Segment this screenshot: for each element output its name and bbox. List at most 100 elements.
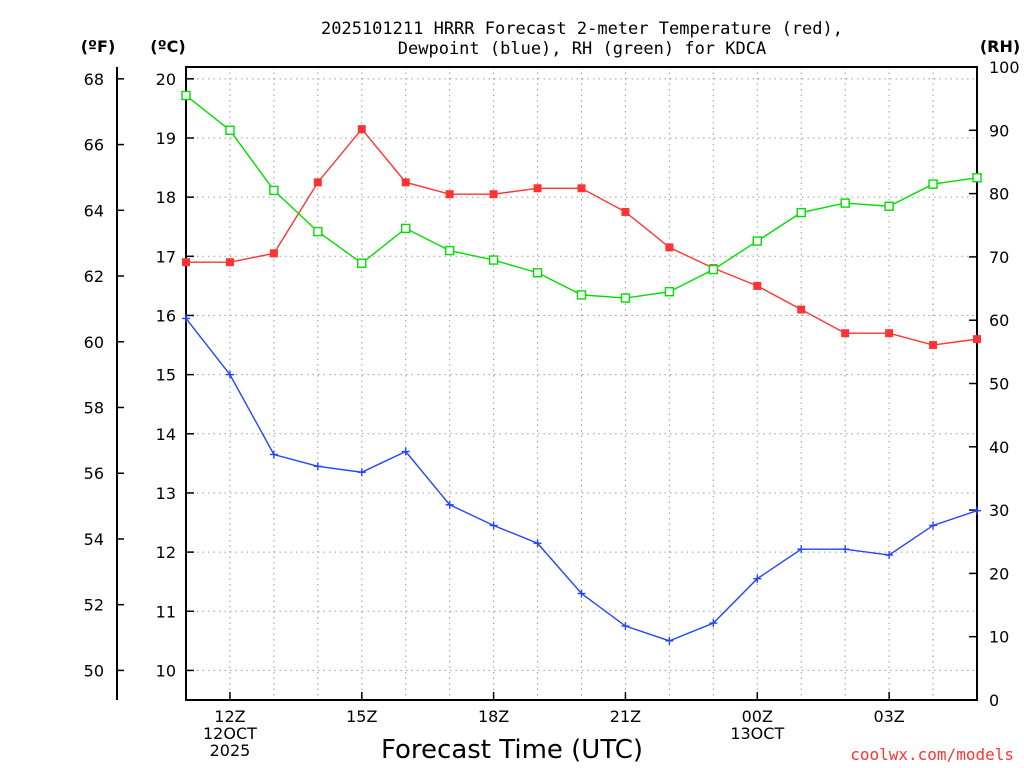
grid-lines xyxy=(186,67,977,700)
chart-title-line1: 2025101211 HRRR Forecast 2-meter Tempera… xyxy=(321,19,843,39)
celsius-tick-label: 19 xyxy=(156,129,176,148)
celsius-tick-label: 15 xyxy=(156,366,176,385)
rh-tick-label: 100 xyxy=(989,58,1020,77)
temperature-point xyxy=(973,335,981,344)
rh-point xyxy=(752,236,762,246)
fahrenheit-tick-label: 62 xyxy=(84,267,104,286)
rh-tick-label: 0 xyxy=(989,691,999,710)
rh-tick-label: 70 xyxy=(989,248,1009,267)
fahrenheit-axis-label: (ºF) xyxy=(81,37,116,56)
x-tick-label: 18Z xyxy=(478,707,509,726)
rh-point xyxy=(708,264,719,275)
dewpoint-point xyxy=(841,545,850,554)
rh-point xyxy=(884,201,894,211)
rh-point xyxy=(796,207,806,218)
rh-point xyxy=(928,179,938,189)
temperature-point xyxy=(841,329,850,338)
temperature-point xyxy=(401,178,410,187)
temperature-point xyxy=(797,305,806,314)
temperature-point xyxy=(577,184,586,193)
rh-tick-label: 90 xyxy=(989,121,1009,140)
rh-point xyxy=(357,258,367,268)
temperature-point xyxy=(313,178,322,187)
temperature-point xyxy=(753,281,762,290)
celsius-tick-label: 12 xyxy=(156,543,176,562)
celsius-tick-label: 10 xyxy=(156,661,176,680)
dewpoint-point xyxy=(577,589,586,598)
temperature-point xyxy=(489,190,498,199)
dewpoint-point xyxy=(973,506,981,515)
rh-point xyxy=(269,185,279,196)
rh-point xyxy=(664,287,675,297)
rh-point xyxy=(401,223,411,234)
dewpoint-point xyxy=(489,521,498,530)
celsius-tick-label: 17 xyxy=(156,247,176,266)
dewpoint-point xyxy=(445,500,454,509)
tick-labels: 50 52 54 56 58 60 62 64 66 68 10 11 12 13 14 15 16 17 18 19… xyxy=(84,58,1020,760)
fahrenheit-tick-label: 52 xyxy=(84,596,104,615)
temperature-point xyxy=(929,341,938,350)
dewpoint-point xyxy=(665,636,674,645)
rh-point xyxy=(840,198,850,208)
fahrenheit-tick-label: 60 xyxy=(84,333,104,352)
temperature-point xyxy=(269,249,278,258)
temperature-point xyxy=(182,258,190,267)
dewpoint-point xyxy=(269,450,278,459)
fahrenheit-tick-label: 56 xyxy=(84,464,104,483)
x-tick-label: 2025 xyxy=(210,741,251,760)
dewpoint-point xyxy=(885,551,894,560)
x-axis-title: Forecast Time (UTC) xyxy=(381,735,643,765)
celsius-tick-label: 18 xyxy=(156,188,176,207)
fahrenheit-tick-label: 54 xyxy=(84,530,104,549)
rh-axis-label: (RH) xyxy=(980,37,1020,56)
dewpoint-point xyxy=(621,622,630,631)
rh-point xyxy=(532,268,543,278)
temperature-point xyxy=(533,184,542,193)
celsius-tick-label: 20 xyxy=(156,70,176,89)
temperature-point xyxy=(445,190,454,199)
celsius-tick-label: 16 xyxy=(156,306,176,325)
x-tick-label: 15Z xyxy=(346,707,377,726)
dewpoint-point xyxy=(797,545,806,554)
x-tick-label: 03Z xyxy=(873,707,904,726)
rh-point xyxy=(181,90,191,101)
dewpoint-point xyxy=(401,447,410,456)
dewpoint-point xyxy=(929,521,938,530)
rh-point xyxy=(620,293,631,303)
axes xyxy=(116,66,978,701)
rh-tick-label: 10 xyxy=(989,628,1009,647)
dewpoint-point xyxy=(753,574,762,583)
temperature-point xyxy=(665,243,674,252)
fahrenheit-tick-label: 66 xyxy=(84,136,104,155)
celsius-tick-label: 11 xyxy=(156,602,176,621)
fahrenheit-tick-label: 58 xyxy=(84,398,104,417)
dewpoint-point xyxy=(709,619,718,628)
x-tick-label: 12OCT xyxy=(203,724,257,743)
celsius-axis-label: (ºC) xyxy=(150,37,185,56)
dewpoint-point xyxy=(357,468,366,477)
rh-point xyxy=(225,125,235,136)
temperature-point xyxy=(621,207,630,216)
rh-tick-label: 80 xyxy=(989,185,1009,204)
temperature-point xyxy=(885,329,894,338)
chart-title-line2: Dewpoint (blue), RH (green) for KDCA xyxy=(398,39,766,59)
fahrenheit-tick-label: 68 xyxy=(84,70,104,89)
rh-tick-label: 20 xyxy=(989,564,1009,583)
x-tick-label: 21Z xyxy=(610,707,641,726)
rh-tick-label: 30 xyxy=(989,501,1009,520)
rh-point xyxy=(313,226,323,237)
dewpoint-point xyxy=(225,370,234,379)
rh-point xyxy=(972,173,982,183)
celsius-tick-label: 14 xyxy=(156,425,176,444)
x-tick-label: 13OCT xyxy=(730,724,784,743)
rh-point xyxy=(576,290,587,300)
credit-text: coolwx.com/models xyxy=(850,745,1014,764)
fahrenheit-tick-label: 64 xyxy=(84,201,104,220)
data-series xyxy=(181,90,982,645)
x-tick-label: 12Z xyxy=(214,707,245,726)
rh-point xyxy=(444,245,455,256)
dewpoint-point xyxy=(182,314,190,323)
rh-tick-label: 50 xyxy=(989,375,1009,394)
rh-point xyxy=(488,255,499,265)
